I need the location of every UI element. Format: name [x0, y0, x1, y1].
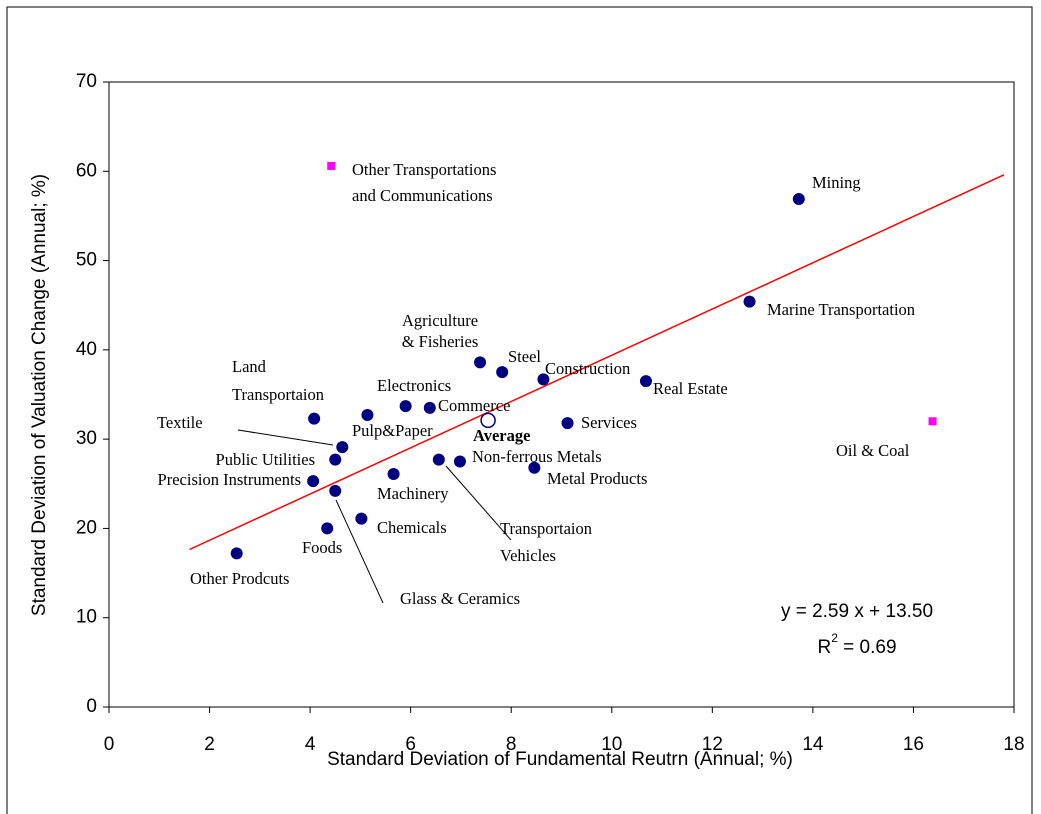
r-squared: R2 = 0.69 — [817, 631, 896, 658]
point-label: Average — [473, 426, 530, 445]
point — [329, 484, 342, 497]
frame — [6, 6, 1033, 814]
point-label: Marine Transportation — [767, 300, 915, 319]
point-label: Pulp&Paper — [352, 421, 433, 440]
point-label: Land — [232, 357, 267, 376]
equation: y = 2.59 x + 13.50 — [781, 601, 933, 622]
x-tick-label: 12 — [702, 734, 723, 755]
point — [743, 295, 756, 308]
y-tick-label: 0 — [86, 696, 97, 717]
x-tick-label: 14 — [802, 734, 824, 755]
point-label: Commerce — [438, 396, 510, 415]
point — [561, 417, 574, 430]
point-label: Steel — [508, 347, 541, 366]
y-tick-label: 50 — [76, 250, 97, 271]
y-tick-label: 30 — [76, 428, 97, 449]
point-label: Oil & Coal — [836, 441, 910, 460]
r-squared-part: = 0.69 — [838, 637, 897, 658]
point-label: Vehicles — [500, 546, 556, 565]
point-label: Real Estate — [653, 379, 728, 398]
point — [528, 461, 541, 474]
y-tick-label: 20 — [76, 517, 97, 538]
point-label: Public Utilities — [216, 450, 315, 469]
x-tick-label: 2 — [204, 734, 215, 755]
point-label: & Fisheries — [402, 332, 479, 351]
trend-line — [189, 174, 1005, 551]
point — [329, 453, 342, 466]
leader-line — [445, 465, 512, 541]
point — [387, 467, 400, 480]
point-label: Agriculture — [402, 311, 478, 330]
point-label: Machinery — [377, 484, 449, 503]
point — [474, 356, 487, 369]
point-label: Services — [581, 413, 637, 432]
r-squared-part: 2 — [831, 631, 838, 645]
leader-line — [335, 499, 384, 604]
y-axis-title: Standard Deviation of Valuation Change (… — [29, 174, 50, 616]
y-tick-label: 70 — [76, 71, 97, 92]
point-label: Non-ferrous Metals — [472, 447, 602, 466]
point-label: Glass & Ceramics — [400, 589, 520, 608]
point — [336, 441, 349, 454]
x-tick-label: 4 — [305, 734, 316, 755]
point — [792, 192, 805, 205]
point-label: Metal Products — [547, 469, 647, 488]
x-tick-label: 16 — [903, 734, 924, 755]
point — [537, 373, 550, 386]
x-tick-label: 10 — [601, 734, 622, 755]
point — [361, 409, 374, 422]
plot-area — [108, 81, 1015, 708]
point — [327, 161, 336, 170]
point-label: and Communications — [352, 186, 493, 205]
point-label: Transportaion — [232, 385, 324, 404]
point-label: Mining — [812, 173, 861, 192]
y-tick-label: 10 — [76, 607, 97, 628]
point-label: Chemicals — [377, 518, 447, 537]
point — [639, 375, 652, 388]
x-tick-label: 8 — [506, 734, 517, 755]
r-squared-part: R — [817, 637, 831, 658]
point — [308, 412, 321, 425]
point — [307, 475, 320, 488]
point — [480, 412, 496, 429]
point-label: Other Prodcuts — [190, 569, 289, 588]
point — [230, 547, 243, 560]
point — [432, 453, 445, 466]
point — [355, 512, 368, 525]
point-label: Textile — [157, 413, 203, 432]
leader-lines — [237, 429, 512, 604]
point — [321, 522, 334, 535]
point-label: Precision Instruments — [158, 470, 301, 489]
point-label: Transportaion — [500, 519, 592, 538]
point-label: Construction — [545, 359, 630, 378]
leader-line — [237, 429, 334, 446]
x-tick-label: 6 — [405, 734, 416, 755]
point — [453, 455, 466, 468]
y-tick-label: 60 — [76, 160, 97, 181]
point-label: Other Transportations — [352, 160, 496, 179]
point-label: Foods — [302, 538, 342, 557]
y-tick-label: 40 — [76, 339, 97, 360]
x-axis-title: Standard Deviation of Fundamental Reutrn… — [327, 749, 793, 770]
point — [928, 417, 937, 426]
point-label: Electronics — [377, 376, 451, 395]
x-tick-label: 18 — [1003, 734, 1024, 755]
point — [399, 400, 412, 413]
point — [496, 366, 509, 379]
x-tick-label: 0 — [104, 734, 115, 755]
point — [423, 401, 436, 414]
